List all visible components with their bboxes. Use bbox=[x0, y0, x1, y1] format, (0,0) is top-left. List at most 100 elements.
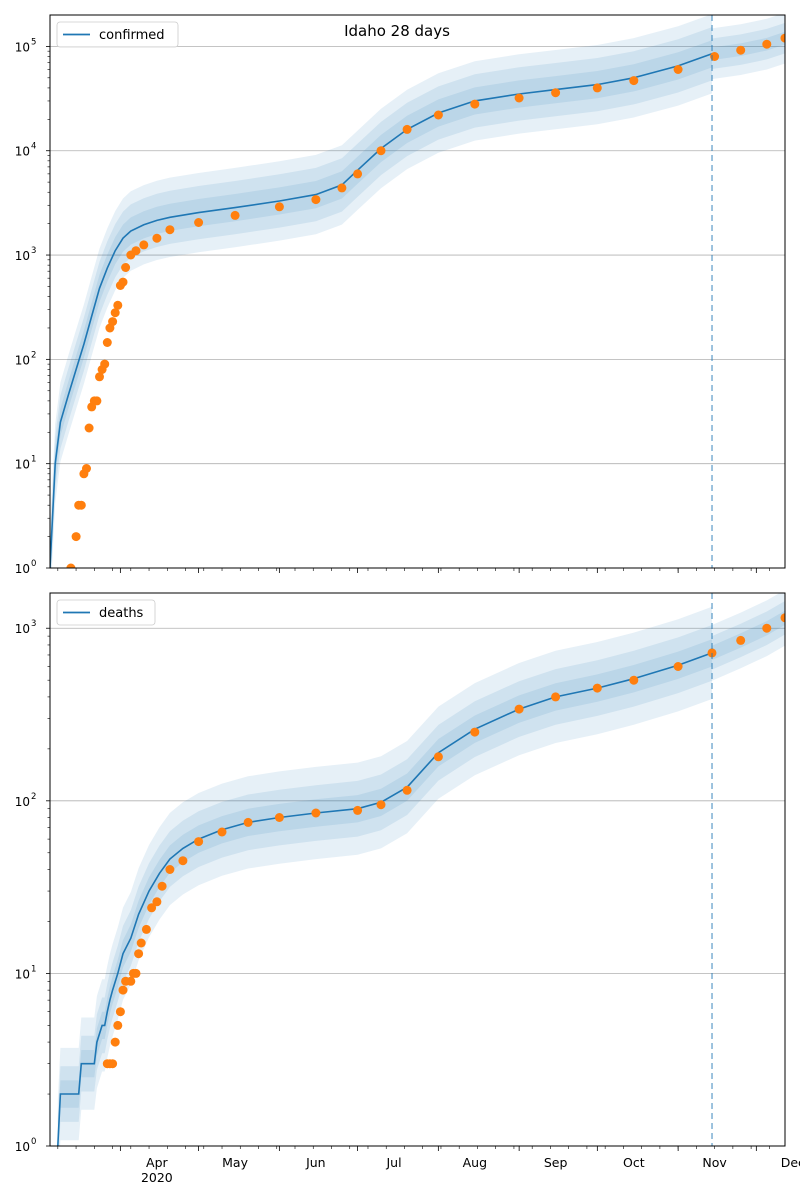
observed-point bbox=[157, 881, 167, 891]
observed-point bbox=[110, 308, 120, 318]
observed-point bbox=[337, 183, 347, 193]
plot-area bbox=[50, 15, 785, 568]
observed-point bbox=[102, 338, 112, 347]
observed-point bbox=[113, 300, 123, 310]
observed-point bbox=[194, 218, 204, 227]
observed-point bbox=[736, 45, 746, 55]
legend-box bbox=[56, 599, 156, 626]
uncertainty-band bbox=[712, 31, 785, 61]
legend-label: deaths bbox=[99, 606, 144, 621]
series-line-deaths bbox=[57, 652, 713, 1146]
observed-point bbox=[353, 805, 363, 815]
uncertainty-band bbox=[50, 27, 712, 568]
legend: confirmed bbox=[56, 21, 179, 48]
y-tick-exponent: 0 bbox=[31, 1137, 36, 1147]
observed-point bbox=[673, 65, 683, 74]
observed-point bbox=[311, 195, 321, 205]
y-tick-exponent: 3 bbox=[31, 246, 36, 256]
observed-point bbox=[108, 1059, 118, 1069]
observed-point bbox=[274, 813, 284, 822]
observed-point bbox=[736, 635, 746, 645]
x-tick-label: Apr bbox=[146, 1155, 168, 1170]
uncertainty-band bbox=[712, 593, 785, 681]
x-tick-label: Dec bbox=[781, 1155, 800, 1170]
y-tick-label: 10 bbox=[15, 795, 30, 809]
y-tick-label: 10 bbox=[15, 967, 30, 981]
x-tick-label: Oct bbox=[623, 1155, 645, 1170]
observed-point bbox=[402, 785, 412, 795]
observed-point bbox=[134, 949, 144, 959]
legend: deaths bbox=[56, 599, 156, 626]
y-tick-exponent: 2 bbox=[31, 350, 36, 360]
observed-point bbox=[780, 613, 785, 623]
observed-point bbox=[165, 225, 175, 235]
observed-point bbox=[376, 800, 386, 810]
uncertainty-band bbox=[712, 610, 785, 660]
observed-point bbox=[433, 752, 443, 762]
observed-point bbox=[217, 827, 227, 837]
observed-point bbox=[780, 33, 785, 43]
observed-point bbox=[141, 924, 151, 934]
y-tick-label: 10 bbox=[15, 249, 30, 263]
y-tick-label: 10 bbox=[15, 622, 30, 636]
observed-point bbox=[121, 263, 131, 272]
y-tick-exponent: 0 bbox=[31, 559, 36, 569]
observed-point bbox=[126, 976, 136, 986]
observed-point bbox=[762, 623, 772, 633]
observed-point bbox=[243, 817, 253, 827]
observed-point bbox=[470, 99, 480, 109]
observed-point bbox=[152, 233, 162, 243]
observed-point bbox=[551, 88, 561, 98]
observed-point bbox=[66, 563, 76, 568]
legend-box bbox=[56, 21, 179, 48]
observed-point bbox=[376, 146, 386, 156]
legend-label: confirmed bbox=[99, 28, 165, 43]
observed-point bbox=[113, 1020, 123, 1030]
uncertainty-band bbox=[50, 15, 712, 568]
observed-point bbox=[115, 1007, 125, 1017]
observed-point bbox=[178, 856, 188, 866]
observed-point bbox=[762, 39, 772, 49]
chart-title: Idaho 28 days bbox=[344, 22, 450, 40]
observed-point bbox=[274, 202, 284, 212]
x-tick-label: 2020 bbox=[141, 1170, 173, 1185]
observed-point bbox=[84, 423, 94, 433]
x-tick-label: May bbox=[222, 1155, 248, 1170]
uncertainty-band bbox=[57, 625, 712, 1146]
uncertainty-band bbox=[712, 601, 785, 670]
observed-point bbox=[165, 865, 175, 874]
observed-point bbox=[592, 83, 602, 93]
y-tick-exponent: 3 bbox=[31, 619, 36, 629]
uncertainty-band bbox=[57, 606, 712, 1146]
uncertainty-band bbox=[50, 40, 712, 568]
observed-point bbox=[592, 683, 602, 693]
y-tick-exponent: 5 bbox=[31, 37, 36, 47]
observed-point bbox=[92, 396, 102, 406]
observed-point bbox=[433, 110, 443, 120]
observed-point bbox=[118, 985, 128, 995]
observed-point bbox=[131, 968, 141, 978]
y-tick-label: 10 bbox=[15, 353, 30, 367]
x-tick-label: Sep bbox=[544, 1155, 568, 1170]
observed-point bbox=[131, 246, 141, 256]
axes-frame bbox=[49, 14, 786, 569]
observed-point bbox=[100, 359, 110, 369]
y-tick-label: 10 bbox=[15, 145, 30, 159]
observed-point bbox=[514, 704, 524, 714]
y-tick-exponent: 2 bbox=[31, 792, 36, 802]
y-tick-exponent: 1 bbox=[31, 964, 36, 974]
observed-point bbox=[402, 124, 412, 134]
x-tick-label: Jun bbox=[305, 1155, 326, 1170]
y-tick-label: 10 bbox=[15, 1140, 30, 1154]
observed-point bbox=[147, 903, 157, 913]
uncertainty-band bbox=[712, 15, 785, 80]
observed-point bbox=[194, 837, 204, 847]
observed-point bbox=[311, 808, 321, 818]
observed-point bbox=[514, 93, 524, 103]
observed-point bbox=[152, 897, 162, 907]
y-tick-label: 10 bbox=[15, 40, 30, 54]
x-tick-label: Nov bbox=[702, 1155, 727, 1170]
x-tick-label: Aug bbox=[463, 1155, 487, 1170]
